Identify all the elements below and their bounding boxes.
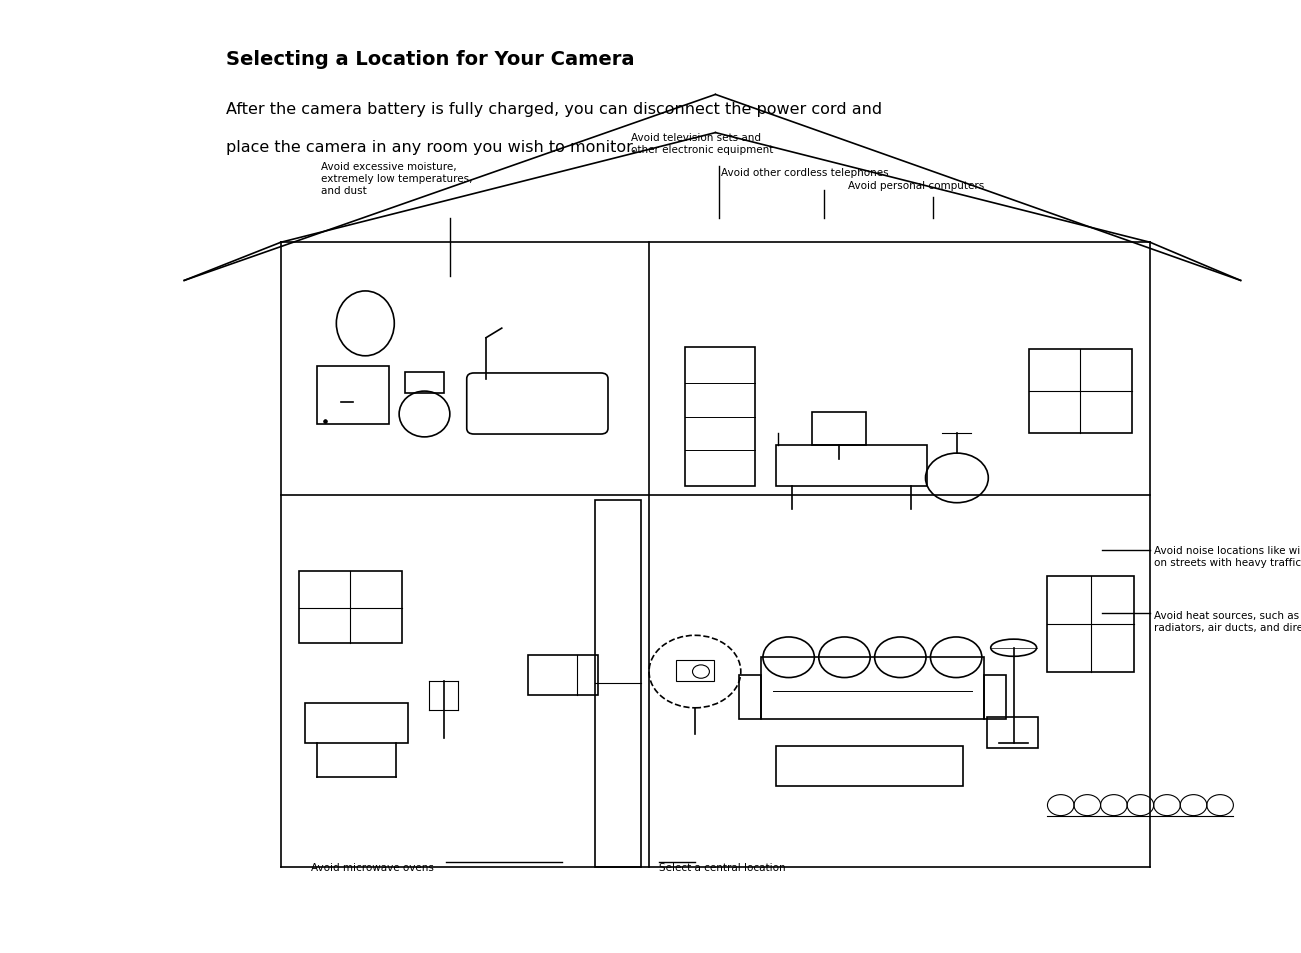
Bar <box>595 500 640 867</box>
Text: Avoid other cordless telephones: Avoid other cordless telephones <box>722 169 889 178</box>
Bar <box>739 675 761 720</box>
Text: SD7504 User Guide: SD7504 User Guide <box>34 334 60 619</box>
Bar <box>775 446 926 486</box>
Bar <box>304 703 407 743</box>
Bar <box>775 746 963 786</box>
Bar <box>528 656 598 696</box>
Text: Avoid heat sources, such as
radiators, air ducts, and direct sunlight: Avoid heat sources, such as radiators, a… <box>1154 611 1301 632</box>
Text: Avoid microwave ovens: Avoid microwave ovens <box>311 862 433 872</box>
Text: place the camera in any room you wish to monitor.: place the camera in any room you wish to… <box>226 140 637 155</box>
Bar <box>405 373 444 394</box>
Bar <box>317 367 389 424</box>
Bar <box>761 658 984 720</box>
Text: Avoid personal computers: Avoid personal computers <box>848 181 985 191</box>
Bar <box>299 572 402 643</box>
Bar <box>984 675 1006 720</box>
Text: Avoid excessive moisture,
extremely low temperatures,
and dust: Avoid excessive moisture, extremely low … <box>320 162 472 195</box>
Bar <box>1029 350 1132 434</box>
Bar <box>686 348 756 486</box>
Bar <box>675 660 714 681</box>
Text: Avoid television sets and
other electronic equipment: Avoid television sets and other electron… <box>631 132 773 154</box>
Bar <box>987 718 1038 748</box>
Bar <box>812 413 866 446</box>
Text: After the camera battery is fully charged, you can disconnect the power cord and: After the camera battery is fully charge… <box>226 102 882 117</box>
Text: Select a central location: Select a central location <box>658 862 786 872</box>
Text: 6: 6 <box>40 908 53 925</box>
Bar <box>1047 577 1134 672</box>
Text: Selecting a Location for Your Camera: Selecting a Location for Your Camera <box>226 50 635 69</box>
Text: Avoid noise locations like windows
on streets with heavy traffic: Avoid noise locations like windows on st… <box>1154 546 1301 567</box>
